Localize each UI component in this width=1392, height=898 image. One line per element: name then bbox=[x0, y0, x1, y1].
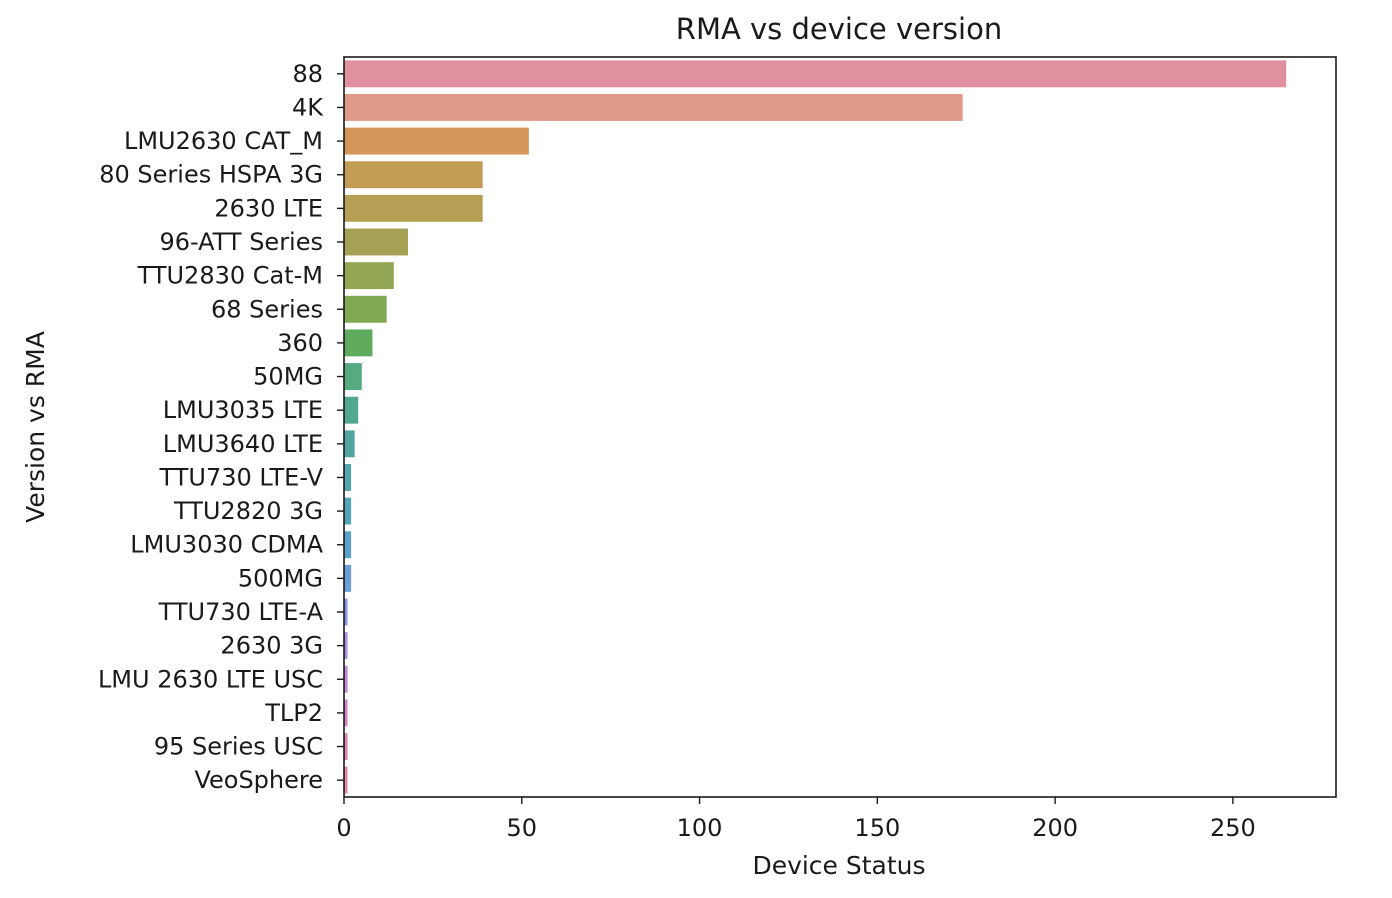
bar-2630-lte bbox=[344, 194, 483, 222]
bar-veosphere bbox=[344, 766, 348, 794]
y-tick-label: 2630 LTE bbox=[214, 194, 323, 222]
bar-lmu3640-lte bbox=[344, 430, 355, 458]
y-axis: 88 4K LMU2630 CAT_M 80 Series HSPA 3G 2630 L… bbox=[98, 60, 344, 794]
y-tick-label: LMU2630 CAT_M bbox=[124, 127, 323, 155]
bar-ttu730-lte-v bbox=[344, 464, 352, 491]
y-tick-label: 95 Series USC bbox=[154, 733, 323, 761]
bar-lmu2630-cat-m bbox=[344, 127, 529, 155]
bar-95-series-usc bbox=[344, 733, 348, 760]
x-tick-label: 200 bbox=[1032, 814, 1078, 842]
bar-ttu2820-3g bbox=[344, 497, 352, 525]
bar-ttu2830-cat-m bbox=[344, 262, 394, 290]
x-axis: 0 50 100 150 200 250 bbox=[336, 797, 1256, 842]
y-tick-label: 96-ATT Series bbox=[159, 228, 323, 256]
y-tick-label: TTU730 LTE-V bbox=[159, 463, 324, 491]
y-tick-label: 500MG bbox=[238, 564, 323, 592]
bar-88 bbox=[344, 60, 1287, 88]
bars-layer bbox=[344, 60, 1287, 794]
y-tick-label: 88 bbox=[292, 60, 323, 88]
x-axis-label: Device Status bbox=[752, 851, 925, 880]
y-tick-label: 360 bbox=[277, 329, 323, 357]
x-tick-label: 50 bbox=[507, 814, 538, 842]
bar-96-att-series bbox=[344, 228, 408, 256]
bar-tlp2 bbox=[344, 699, 348, 727]
x-tick-label: 150 bbox=[854, 814, 900, 842]
bar-500mg bbox=[344, 564, 352, 592]
y-axis-label: Version vs RMA bbox=[21, 331, 50, 523]
y-tick-label: 80 Series HSPA 3G bbox=[99, 161, 323, 189]
x-tick-label: 0 bbox=[336, 814, 351, 842]
y-tick-label: LMU 2630 LTE USC bbox=[98, 665, 323, 693]
y-tick-label: 50MG bbox=[253, 363, 323, 391]
bar-lmu-2630-lte-usc bbox=[344, 665, 348, 693]
bar-68-series bbox=[344, 295, 387, 323]
bar-360 bbox=[344, 329, 373, 357]
y-tick-label: TTU2820 3G bbox=[173, 497, 323, 525]
bar-2630-3g bbox=[344, 632, 348, 660]
y-tick-label: 4K bbox=[292, 93, 324, 121]
y-tick-label: TLP2 bbox=[264, 699, 323, 727]
bar-lmu3035-lte bbox=[344, 396, 359, 424]
y-tick-label: TTU2830 Cat-M bbox=[137, 262, 323, 290]
bar-50mg bbox=[344, 363, 362, 390]
chart-title: RMA vs device version bbox=[676, 12, 1002, 46]
y-tick-label: LMU3640 LTE bbox=[163, 430, 323, 458]
bar-lmu3030-cdma bbox=[344, 531, 352, 559]
x-tick-label: 100 bbox=[677, 814, 723, 842]
y-tick-label: TTU730 LTE-A bbox=[158, 598, 324, 626]
y-tick-label: VeoSphere bbox=[194, 766, 323, 794]
bar-4k bbox=[344, 94, 963, 121]
x-tick-label: 250 bbox=[1210, 814, 1256, 842]
y-tick-label: 68 Series bbox=[211, 295, 323, 323]
y-tick-label: LMU3030 CDMA bbox=[130, 531, 323, 559]
bar-80-series-hspa-3g bbox=[344, 161, 483, 189]
y-tick-label: LMU3035 LTE bbox=[163, 396, 323, 424]
plot-frame bbox=[343, 56, 1337, 798]
bar-ttu730-lte-a bbox=[344, 598, 348, 626]
y-tick-label: 2630 3G bbox=[220, 632, 323, 660]
